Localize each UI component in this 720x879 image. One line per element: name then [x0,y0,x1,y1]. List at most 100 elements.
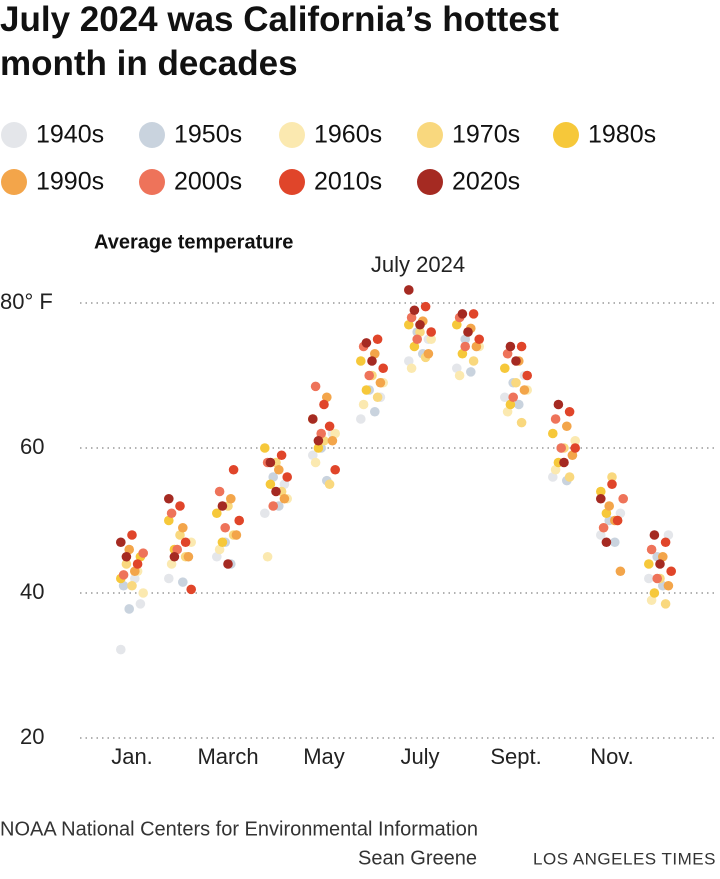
data-point [367,356,377,366]
data-point [404,319,414,330]
y-tick-label: 20 [20,724,44,749]
data-point [658,551,668,562]
data-point [615,566,626,577]
data-point [415,327,425,337]
legend-swatch [553,122,579,148]
data-point [452,363,462,374]
data-point [121,559,132,569]
data-point [505,341,516,352]
data-point [316,428,327,439]
data-point [601,537,612,548]
data-point [217,501,228,511]
legend-swatch [1,169,27,195]
data-point [166,559,177,569]
data-point [132,559,143,569]
data-point [127,530,137,540]
data-point [508,392,518,403]
data-point [164,493,174,504]
data-point [522,370,532,381]
data-point [567,450,578,461]
data-point [404,285,414,295]
data-point [135,599,146,609]
data-point [271,486,281,497]
data-point [564,472,575,482]
legend-swatch [279,169,305,195]
data-point [460,341,471,352]
data-point [596,486,606,497]
legend-label: 2000s [174,168,242,196]
data-point [124,544,134,555]
data-point [607,479,617,490]
data-point [330,428,341,439]
data-point [564,406,575,417]
data-point [505,399,516,410]
data-point [166,508,177,519]
data-point [324,421,335,432]
data-point [548,472,558,482]
data-point [649,588,660,598]
legend-label: 1960s [314,121,382,149]
data-point [596,493,606,504]
legend-swatch [139,169,165,195]
data-point [596,530,606,540]
annotation: July 2024 [371,252,465,277]
data-point [324,479,335,490]
data-point [516,417,527,428]
data-point [356,414,366,424]
data-point [180,537,191,548]
data-point [406,363,417,374]
data-point [313,435,324,446]
data-point [175,501,185,511]
data-point [556,443,566,453]
legend-swatch [279,122,305,148]
data-point [404,356,414,366]
data-point [282,472,293,482]
data-point [268,501,279,511]
data-point [570,443,580,453]
data-point [514,399,524,410]
data-point [502,406,513,417]
legend-label: 1970s [452,121,520,149]
data-point [649,530,660,540]
data-point [663,580,674,591]
data-point [474,334,485,345]
data-point [130,566,140,577]
data-point [265,457,276,468]
data-point [500,392,510,403]
data-point [468,309,479,319]
data-point [550,414,561,424]
data-point [164,573,174,584]
data-point [660,537,671,548]
source: NOAA National Centers for Environmental … [0,818,478,840]
x-tick-label: Nov. [590,744,634,769]
data-point [178,522,188,533]
data-point [519,385,530,395]
data-point [375,377,386,388]
data-point [116,537,126,548]
data-point [468,356,479,366]
data-point [604,501,614,511]
data-point [370,406,380,417]
data-point [370,348,380,359]
data-point [228,464,239,475]
data-point [423,348,434,359]
data-point [570,435,580,446]
data-point [223,559,233,569]
data-point [358,399,369,410]
legend-swatch [139,122,165,148]
data-point [426,334,437,345]
data-point [500,363,510,374]
x-tick-label: July [400,744,439,769]
data-point [279,479,290,490]
y-tick-label: 40 [20,579,44,604]
data-point [460,334,471,345]
data-point [279,493,290,504]
y-tick-label: 60 [20,434,44,459]
data-point [260,508,270,519]
data-point [607,472,617,482]
data-point [666,566,676,577]
data-point [130,573,140,584]
data-point [262,551,273,562]
data-point [612,515,623,526]
